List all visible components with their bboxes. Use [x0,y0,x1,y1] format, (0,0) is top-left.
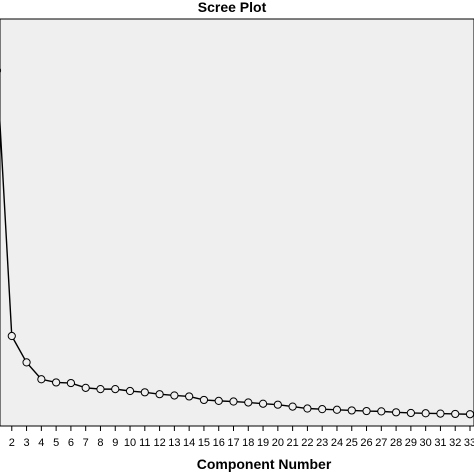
data-point-marker [199,395,209,405]
x-tick-label: 25 [346,437,358,449]
x-tick-label: 33 [464,437,474,449]
x-tick-label: 30 [420,437,432,449]
x-axis-label: Component Number [197,456,332,472]
data-point-marker [465,410,474,419]
data-point-marker [391,408,401,417]
data-point-marker [96,385,105,394]
data-point-marker [125,386,135,396]
x-tick-label: 12 [153,437,165,449]
x-tick-label: 31 [434,437,446,449]
x-tick-label: 13 [168,437,180,449]
data-point-marker [0,67,2,74]
x-tick-label: 6 [68,437,74,449]
x-tick-label: 26 [360,437,372,449]
x-tick-label: 22 [301,437,313,449]
data-point-marker [421,409,430,418]
data-point-marker [185,392,194,401]
x-tick-label: 32 [449,437,461,449]
x-tick-label: 16 [213,437,225,449]
data-point-marker [318,405,327,414]
data-point-marker [37,375,46,384]
data-point-marker [303,404,312,413]
x-tick-label: 11 [139,437,150,449]
data-point-marker [214,396,223,405]
x-tick-label: 24 [331,437,343,449]
x-tick-label: 20 [272,437,284,449]
data-points [0,67,474,419]
plot-area [0,18,474,427]
data-point-marker [451,409,460,419]
x-tick-label: 27 [375,437,387,449]
x-tick-label: 28 [390,437,402,449]
data-point-marker [362,406,371,416]
data-point-marker [436,409,445,418]
x-tick-label: 15 [198,437,210,449]
x-tick-label: 8 [97,437,103,449]
data-point-marker [244,398,253,407]
x-tick-label: 29 [405,437,417,449]
x-tick-label: 23 [316,437,328,449]
x-tick-label: 2 [9,437,15,449]
data-point-marker [347,406,356,415]
data-point-marker [377,407,386,416]
x-axis-ticks: 1234567891011121314151617181920212223242… [0,426,474,449]
x-tick-label: 3 [24,437,30,449]
data-point-marker [406,408,415,418]
data-point-marker [273,400,282,409]
data-point-marker [22,358,31,367]
data-point-marker [155,390,164,399]
data-point-marker [111,385,120,394]
x-tick-label: 7 [83,437,89,449]
x-tick-label: 9 [112,437,118,449]
data-point-marker [229,397,238,406]
data-point-marker [140,388,149,397]
data-point-marker [288,402,297,411]
x-tick-label: 19 [257,437,269,449]
data-point-marker [52,378,61,387]
x-tick-label: 21 [287,437,299,449]
data-point-marker [332,405,342,414]
x-tick-label: 14 [183,437,195,449]
x-tick-label: 17 [227,437,239,449]
x-tick-label: 5 [53,437,59,449]
data-point-marker [7,331,16,341]
data-point-marker [170,391,179,400]
chart-title: Scree Plot [198,0,267,15]
data-point-marker [81,383,90,392]
x-tick-label: 4 [38,437,44,449]
x-tick-label: 18 [242,437,254,449]
data-point-marker [66,378,76,388]
data-point-marker [258,399,268,408]
x-tick-label: 10 [124,437,136,449]
